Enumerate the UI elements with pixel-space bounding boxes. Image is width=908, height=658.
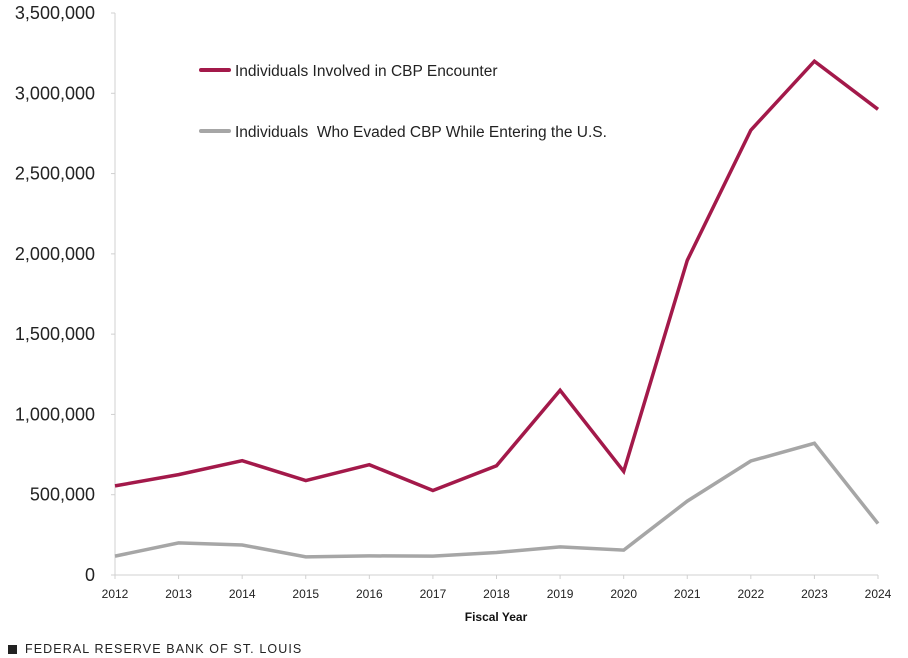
x-tick-label: 2012 <box>102 587 129 601</box>
series-line-2 <box>114 441 880 559</box>
y-tick-label: 500,000 <box>30 485 95 505</box>
y-tick-label: 1,000,000 <box>15 404 95 424</box>
x-tick-label: 2023 <box>801 587 828 601</box>
x-tick-labels: 2012 2013 2014 2015 2016 2017 2018 2019 2020 2021… <box>102 587 892 601</box>
y-tick-label: 3,000,000 <box>15 83 95 103</box>
x-tick-label: 2024 <box>865 587 892 601</box>
y-tick-label: 1,500,000 <box>15 324 95 344</box>
y-tick-label: 2,500,000 <box>15 164 95 184</box>
x-tick-label: 2013 <box>165 587 192 601</box>
x-tick-label: 2021 <box>674 587 701 601</box>
legend-label-1: Individuals Involved in CBP Encounter <box>235 63 498 80</box>
y-tick-label: 2,000,000 <box>15 244 95 264</box>
legend-label-2: Individuals Who Evaded CBP While Enterin… <box>235 124 607 141</box>
x-tick-label: 2015 <box>292 587 319 601</box>
x-tick-label: 2016 <box>356 587 383 601</box>
x-tick-label: 2018 <box>483 587 510 601</box>
series-line-1 <box>114 58 880 493</box>
source-text: FEDERAL RESERVE BANK OF ST. LOUIS <box>25 642 303 656</box>
legend: Individuals Involved in CBP Encounter Ind… <box>199 63 607 141</box>
x-tick-label: 2017 <box>420 587 447 601</box>
axes <box>111 12 879 579</box>
y-tick-label: 0 <box>85 565 95 585</box>
x-tick-label: 2014 <box>229 587 256 601</box>
square-bullet-icon <box>8 644 17 654</box>
x-tick-label: 2022 <box>737 587 764 601</box>
line-chart: 0 500,000 1,000,000 1,500,000 2,000,000 2,500… <box>15 3 892 624</box>
x-tick-label: 2019 <box>547 587 574 601</box>
y-tick-labels: 0 500,000 1,000,000 1,500,000 2,000,000 2,500… <box>15 3 95 585</box>
y-tick-label: 3,500,000 <box>15 3 95 23</box>
source-footer: FEDERAL RESERVE BANK OF ST. LOUIS <box>8 642 302 656</box>
x-axis-label: Fiscal Year <box>465 610 528 624</box>
x-tick-label: 2020 <box>610 587 637 601</box>
series-lines <box>114 58 880 559</box>
